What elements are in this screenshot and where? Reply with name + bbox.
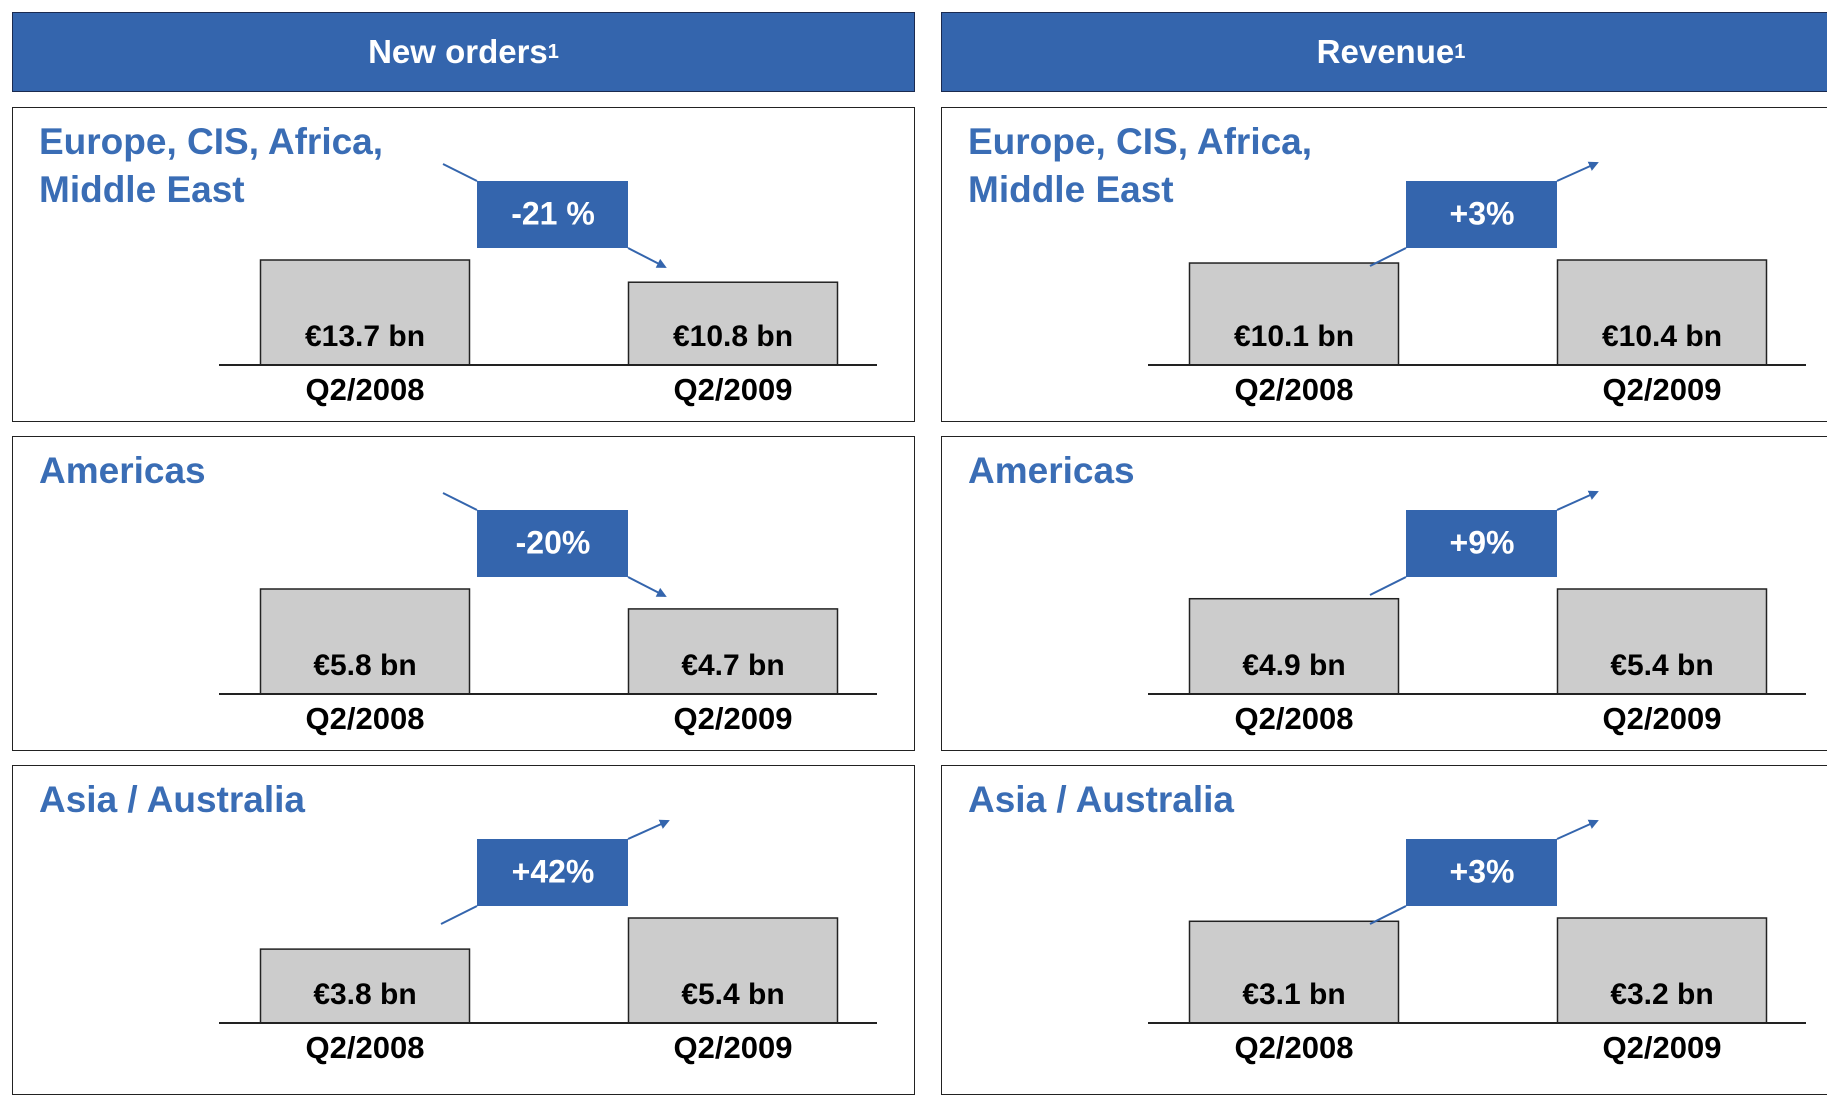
value-label: €4.9 bn (1242, 649, 1345, 682)
x-tick-label: Q2/2008 (306, 701, 425, 736)
chart-panel: Asia / Australia €3.8 bn Q2/2008 €5.4 bn Q2/… (12, 765, 915, 1095)
change-label: -21 % (511, 195, 595, 231)
chart-title: Europe, CIS, Africa, Middle East (968, 121, 1313, 210)
header-text: New orders (368, 33, 548, 70)
bar (1188, 597, 1400, 695)
x-tick-label: Q2/2009 (1603, 372, 1722, 407)
value-label: €4.7 bn (681, 649, 784, 682)
trend-arrow (627, 576, 667, 597)
value-label: €13.7 bn (305, 320, 425, 353)
trend-arrow (1556, 490, 1599, 511)
chart-title: Asia / Australia (39, 779, 305, 820)
value-label: €5.8 bn (313, 649, 416, 682)
footnote: 1 (1454, 40, 1466, 63)
chart-title: Asia / Australia (968, 779, 1234, 820)
chart-title: Americas (968, 450, 1135, 491)
chart-title: Americas (39, 450, 206, 491)
value-label: €3.1 bn (1242, 978, 1345, 1011)
trend-arrow (1556, 161, 1599, 182)
chart-panel: Asia / Australia €3.1 bn Q2/2008 €3.2 bn Q2/… (941, 765, 1827, 1095)
x-tick-label: Q2/2009 (1603, 701, 1722, 736)
change-label: +9% (1450, 524, 1515, 560)
bar (1188, 920, 1400, 1024)
value-label: €10.1 bn (1234, 320, 1354, 353)
value-label: €10.4 bn (1602, 320, 1722, 353)
value-label: €5.4 bn (681, 978, 784, 1011)
change-box (1406, 181, 1557, 248)
bar (1556, 588, 1768, 695)
trend-line (440, 905, 478, 925)
trend-arrow (1556, 819, 1599, 840)
x-tick-label: Q2/2008 (1235, 701, 1354, 736)
chart-panel: Europe, CIS, Africa, Middle East €13.7 bn… (12, 107, 915, 422)
trend-line (1369, 905, 1407, 925)
x-tick-label: Q2/2008 (306, 1030, 425, 1065)
change-label: +3% (1450, 195, 1515, 231)
bar (1556, 259, 1768, 366)
x-tick-label: Q2/2008 (1235, 1030, 1354, 1065)
change-box (477, 839, 628, 906)
x-tick-label: Q2/2009 (674, 372, 793, 407)
bar (627, 608, 839, 695)
chart: €3.1 bn Q2/2008 €3.2 bn Q2/2009 +3% (1148, 819, 1806, 1065)
chart: €13.7 bn Q2/2008 €10.8 bn Q2/2009 -21 % (219, 163, 877, 407)
trend-line (442, 492, 478, 511)
bar (259, 588, 471, 695)
x-tick-label: Q2/2008 (306, 372, 425, 407)
chart: €10.1 bn Q2/2008 €10.4 bn Q2/2009 +3% (1148, 161, 1806, 407)
change-label: +3% (1450, 853, 1515, 889)
bar (627, 281, 839, 366)
change-label: -20% (516, 524, 591, 560)
x-tick-label: Q2/2008 (1235, 372, 1354, 407)
chart-panel: Americas €5.8 bn Q2/2008 €4.7 bn Q2/2009 -20% (12, 436, 915, 751)
trend-line (442, 163, 478, 182)
x-tick-label: Q2/2009 (674, 1030, 793, 1065)
change-box (1406, 510, 1557, 577)
trend-arrow (627, 819, 670, 840)
chart: €3.8 bn Q2/2008 €5.4 bn Q2/2009 +42% (219, 819, 877, 1065)
value-label: €3.8 bn (313, 978, 416, 1011)
footnote: 1 (547, 40, 559, 63)
bar (1556, 917, 1768, 1024)
column-header: Revenue 1 (941, 12, 1827, 92)
trend-line (1369, 247, 1407, 267)
trend-line (1369, 576, 1407, 596)
chart-panel: Americas €4.9 bn Q2/2008 €5.4 bn Q2/2009 +9% (941, 436, 1827, 751)
x-tick-label: Q2/2009 (1603, 1030, 1722, 1065)
change-label: +42% (512, 853, 595, 889)
chart-title: Europe, CIS, Africa, Middle East (39, 121, 384, 210)
chart: €5.8 bn Q2/2008 €4.7 bn Q2/2009 -20% (219, 492, 877, 736)
header-text: Revenue (1316, 33, 1455, 70)
change-box (477, 510, 628, 577)
value-label: €5.4 bn (1610, 649, 1713, 682)
x-tick-label: Q2/2009 (674, 701, 793, 736)
column-header: New orders 1 (12, 12, 915, 92)
value-label: €10.8 bn (673, 320, 793, 353)
trend-arrow (627, 247, 667, 268)
chart-panel: Europe, CIS, Africa, Middle East €10.1 bn… (941, 107, 1827, 422)
change-box (1406, 839, 1557, 906)
bar (627, 917, 839, 1024)
change-box (477, 181, 628, 248)
value-label: €3.2 bn (1610, 978, 1713, 1011)
chart: €4.9 bn Q2/2008 €5.4 bn Q2/2009 +9% (1148, 490, 1806, 736)
